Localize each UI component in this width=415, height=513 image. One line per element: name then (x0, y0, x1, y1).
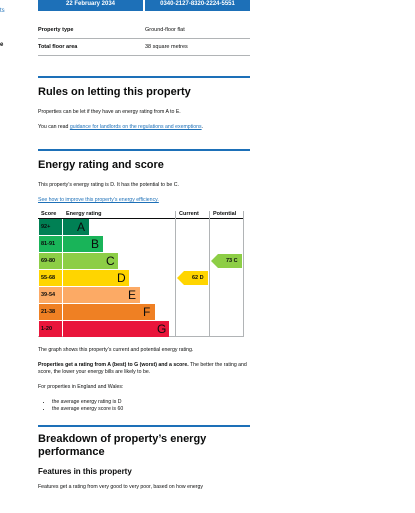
potential-rating-marker: 73 C (211, 254, 242, 268)
band-score-range: 21-38 (39, 304, 62, 320)
improve-efficiency-link[interactable]: See how to improve this property’s energ… (38, 197, 159, 203)
rating-explanation-bold: Properties get a rating from A (best) to… (38, 362, 189, 368)
chart-column-divider (175, 211, 176, 337)
floor-area-label: Total floor area (38, 44, 78, 50)
england-wales-intro: For properties in England and Wales: (38, 384, 124, 390)
band-score-range: 92+ (39, 219, 62, 235)
features-paragraph: Features get a rating from very good to … (38, 484, 203, 490)
chart-column-divider (243, 211, 244, 337)
band-letter: B (91, 237, 100, 251)
band-letter: D (117, 271, 126, 285)
rating-band-f: 21-38 F (39, 304, 175, 320)
list-item: the average energy rating is D (52, 399, 250, 406)
rules-heading: Rules on letting this property (38, 86, 191, 98)
certificate-date: 22 February 2034 (38, 0, 143, 11)
guidance-prefix: You can read (38, 124, 70, 130)
band-letter: F (143, 305, 151, 319)
main-content: 22 February 2034 0340-2127-8320-2224-555… (38, 0, 250, 499)
chart-column-divider (209, 211, 210, 337)
certificate-reference: 0340-2127-8320-2224-5551 (145, 0, 250, 11)
section-divider (38, 149, 250, 151)
band-letter: G (157, 322, 167, 336)
rating-explanation: Properties get a rating from A (best) to… (38, 362, 250, 376)
property-type-label: Property type (38, 27, 74, 33)
chart-header-score: Score (41, 211, 57, 217)
edge-link-fragment[interactable]: ts (0, 8, 5, 14)
rating-band-g: 1-20 G (39, 321, 175, 337)
guidance-link[interactable]: guidance for landlords on the regulation… (69, 124, 202, 130)
rating-band-b: 81-91 B (39, 236, 175, 252)
section-divider (38, 76, 250, 78)
band-bar (63, 253, 118, 269)
rating-band-d: 55-68 D (39, 270, 175, 286)
band-bar (63, 219, 89, 235)
rating-explanation-rest: The better the rating and score, the low… (38, 362, 247, 375)
band-score-range: 1-20 (39, 321, 62, 337)
band-score-range: 81-91 (39, 236, 62, 252)
rating-band-a: 92+ A (39, 219, 175, 235)
list-item: the average energy score is 60 (52, 406, 250, 413)
edge-text-fragment: e (0, 42, 4, 48)
band-bar (63, 236, 103, 252)
property-type-row: Property type Ground-floor flat (38, 22, 250, 39)
band-bar (63, 270, 129, 286)
section-divider (38, 425, 250, 427)
breakdown-heading: Breakdown of property’s energy performan… (38, 433, 207, 458)
certificate-summary-bar: 22 February 2034 0340-2127-8320-2224-555… (38, 0, 250, 11)
band-bar (63, 287, 140, 303)
band-score-range: 69-80 (39, 253, 62, 269)
rating-band-c: 69-80 C (39, 253, 175, 269)
band-bar (63, 321, 169, 337)
floor-area-row: Total floor area 38 square metres (38, 39, 250, 56)
rules-guidance-paragraph: You can read guidance for landlords on t… (38, 124, 250, 131)
graph-caption: The graph shows this property’s current … (38, 347, 194, 353)
averages-list: the average energy rating is D the avera… (38, 399, 250, 413)
improve-link-paragraph: See how to improve this property’s energ… (38, 197, 250, 204)
chart-header-current: Current (179, 211, 199, 217)
band-score-range: 39-54 (39, 287, 62, 303)
band-letter: C (106, 254, 115, 268)
current-rating-marker: 62 D (177, 271, 208, 285)
chart-header-energy-rating: Energy rating (66, 211, 102, 217)
rules-paragraph: Properties can be let if they have an en… (38, 109, 181, 115)
chart-header-rule (38, 218, 244, 219)
energy-rating-paragraph: This property’s energy rating is D. It h… (38, 182, 179, 188)
features-heading: Features in this property (38, 467, 132, 476)
energy-rating-chart: Score Energy rating Current Potential 92… (38, 211, 244, 337)
band-letter: A (77, 220, 86, 234)
band-letter: E (128, 288, 137, 302)
band-bar (63, 304, 155, 320)
property-details: Property type Ground-floor flat Total fl… (38, 22, 250, 56)
guidance-suffix: . (201, 124, 204, 130)
property-type-value: Ground-floor flat (145, 27, 185, 33)
floor-area-value: 38 square metres (145, 44, 188, 50)
band-score-range: 55-68 (39, 270, 62, 286)
chart-header-potential: Potential (213, 211, 237, 217)
rating-band-e: 39-54 E (39, 287, 175, 303)
energy-rating-heading: Energy rating and score (38, 159, 164, 171)
